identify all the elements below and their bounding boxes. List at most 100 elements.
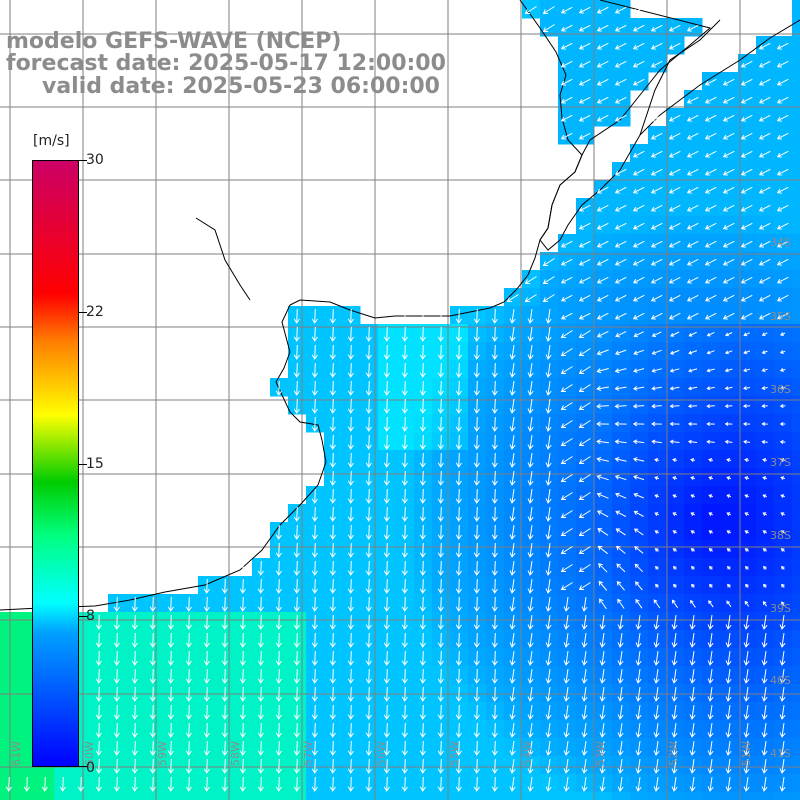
wind-arrow (437, 398, 444, 414)
wind-arrow (740, 114, 753, 122)
wind-arrow (654, 548, 659, 552)
wind-arrow (581, 597, 588, 612)
wind-arrow (707, 777, 714, 792)
wind-arrow (761, 651, 768, 666)
wind-speed-cell (18, 630, 37, 649)
wind-arrow (329, 506, 336, 522)
wind-arrow (689, 759, 696, 774)
wind-arrow (401, 560, 408, 576)
wind-arrow (419, 398, 426, 414)
wind-arrow (401, 578, 408, 594)
wind-speed-cell (630, 540, 649, 559)
wind-speed-cell (792, 468, 800, 487)
wind-arrow (455, 362, 462, 378)
wind-arrow (545, 579, 552, 594)
wind-speed-cell (612, 180, 631, 199)
wind-arrow (688, 368, 698, 373)
wind-speed-cell (630, 486, 649, 505)
wind-arrow (617, 705, 624, 720)
wind-arrow (668, 312, 681, 320)
wind-arrow (437, 308, 444, 324)
wind-arrow (113, 614, 120, 630)
wind-arrow (632, 186, 645, 194)
wind-arrow (780, 458, 786, 463)
wind-arrow (149, 632, 156, 648)
wind-speed-cell (792, 324, 800, 343)
wind-arrow (545, 435, 552, 450)
wind-arrow (633, 510, 644, 517)
wind-speed-cell (180, 792, 199, 800)
wind-arrow (668, 186, 681, 194)
wind-arrow (651, 368, 662, 373)
wind-arrow (293, 578, 300, 594)
wind-arrow (401, 416, 408, 432)
wind-speed-cell (792, 180, 800, 199)
wind-arrow (578, 474, 591, 482)
wind-speed-cell (18, 684, 37, 703)
wind-arrow (221, 704, 228, 720)
wind-arrow (762, 530, 767, 534)
wind-arrow (779, 759, 786, 774)
wind-arrow (758, 186, 771, 194)
wind-arrow (704, 114, 717, 122)
wind-arrow (455, 344, 462, 360)
wind-arrow (221, 578, 228, 594)
wind-arrow (5, 776, 12, 792)
valid-date: valid date: 2025-05-23 06:00:00 (42, 74, 440, 99)
wind-speed-cell (684, 216, 703, 235)
wind-arrow (365, 704, 372, 720)
wind-speed-cell (612, 414, 631, 433)
wind-arrow (527, 399, 534, 414)
wind-arrow (704, 132, 717, 140)
wind-arrow (599, 633, 606, 648)
wind-arrow (690, 476, 696, 481)
wind-speed-cell (774, 306, 793, 325)
wind-arrow (689, 651, 696, 666)
wind-arrow (634, 546, 644, 554)
lat-label: 34S (770, 236, 791, 249)
wind-arrow (527, 543, 534, 558)
wind-speed-cell (738, 288, 757, 307)
wind-arrow (419, 722, 426, 738)
lon-label: 51W (740, 741, 753, 766)
wind-arrow (329, 578, 336, 594)
wind-speed-cell (666, 432, 685, 451)
wind-arrow (401, 362, 408, 378)
wind-speed-cell (558, 108, 577, 127)
wind-arrow (632, 312, 645, 320)
wind-arrow (347, 344, 354, 360)
wind-arrow (131, 758, 138, 774)
wind-speed-cell (774, 324, 793, 343)
wind-arrow (617, 723, 624, 738)
wind-arrow (578, 384, 591, 392)
wind-speed-cell (684, 324, 703, 343)
wind-arrow (239, 560, 246, 576)
wind-arrow (596, 385, 609, 392)
wind-arrow (545, 633, 552, 648)
wind-speed-cell (594, 198, 613, 217)
wind-arrow (743, 687, 750, 702)
wind-arrow (708, 476, 714, 481)
wind-speed-cell (594, 486, 613, 505)
wind-speed-cell (702, 234, 721, 253)
wind-arrow (596, 24, 609, 32)
wind-arrow (707, 759, 714, 774)
wind-arrow (401, 308, 408, 324)
wind-arrow (671, 705, 678, 720)
wind-arrow (650, 312, 663, 320)
wind-arrow (455, 542, 462, 558)
wind-arrow (185, 704, 192, 720)
wind-speed-cell (720, 72, 739, 91)
wind-arrow (347, 542, 354, 558)
forecast-date: forecast date: 2025-05-17 12:00:00 (6, 51, 446, 76)
wind-arrow (689, 705, 696, 720)
wind-arrow (690, 548, 695, 552)
wind-arrow (41, 776, 48, 792)
wind-arrow (578, 582, 591, 590)
wind-speed-cell (558, 306, 577, 325)
wind-arrow (437, 668, 444, 684)
wind-arrow (581, 669, 588, 684)
wind-arrow (275, 704, 282, 720)
wind-speed-cell (684, 432, 703, 451)
